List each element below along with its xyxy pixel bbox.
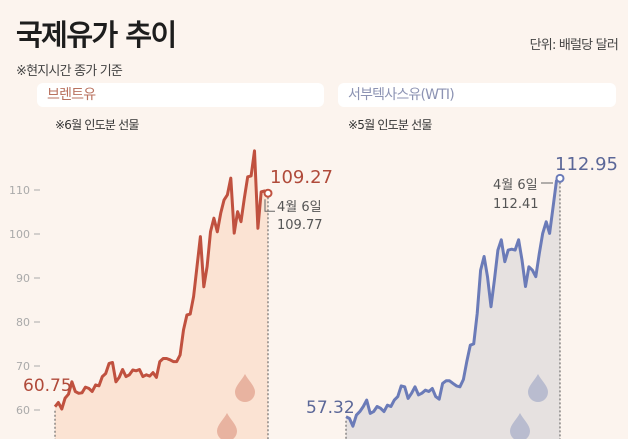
- y-tick-label: 60: [16, 404, 30, 417]
- brent-date-connector: [264, 199, 275, 212]
- wti-last-label: 112.95: [555, 154, 618, 175]
- y-tick-label: 110: [9, 184, 30, 197]
- brent-title: 브렌트유: [37, 83, 324, 107]
- wti-date-value: 112.41: [493, 197, 539, 212]
- brent-date-label: 4월 6일: [277, 200, 322, 215]
- y-tick-label: 80: [16, 316, 30, 329]
- basis-note: ※현지시간 종가 기준: [16, 64, 123, 79]
- brent-subtitle: ※6월 인도분 선물: [55, 118, 139, 132]
- y-tick-label: 90: [16, 272, 30, 285]
- y-tick-label: 70: [16, 360, 30, 373]
- unit-label: 단위: 배럴당 달러: [529, 38, 619, 53]
- wti-title: 서부텍사스유(WTI): [338, 83, 616, 107]
- brent-date-value: 109.77: [277, 218, 323, 233]
- y-tick-label: 100: [9, 228, 30, 241]
- oil-drop-icon: [528, 374, 548, 402]
- oil-drop-icon: [235, 374, 255, 402]
- wti-last-point-marker: [555, 173, 565, 183]
- wti-start-label: 57.32: [306, 398, 355, 418]
- brent-last-label: 109.27: [270, 167, 333, 188]
- wti-date-label: 4월 6일: [493, 178, 538, 193]
- oil-drop-icon: [510, 413, 530, 439]
- brent-start-label: 60.75: [23, 376, 72, 396]
- oil-drop-icon: [217, 413, 237, 439]
- wti-area-fill: [346, 178, 560, 439]
- brent-price-line: [53, 149, 269, 411]
- wti-subtitle: ※5월 인도분 선물: [348, 118, 432, 132]
- brent-last-point-marker: [263, 188, 273, 198]
- page-title: 국제유가 추이: [16, 18, 177, 52]
